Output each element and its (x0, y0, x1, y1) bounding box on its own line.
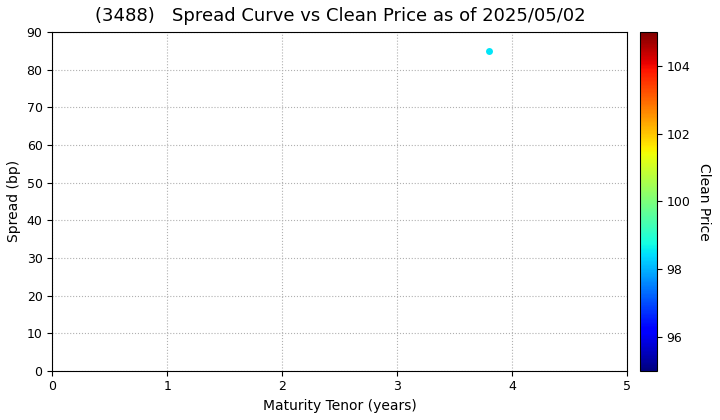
Title: (3488)   Spread Curve vs Clean Price as of 2025/05/02: (3488) Spread Curve vs Clean Price as of… (94, 7, 585, 25)
Point (484, 47, 495, 54)
Y-axis label: Spread (bp): Spread (bp) (7, 160, 21, 242)
Y-axis label: Clean Price: Clean Price (697, 163, 711, 240)
X-axis label: Maturity Tenor (years): Maturity Tenor (years) (263, 399, 417, 413)
